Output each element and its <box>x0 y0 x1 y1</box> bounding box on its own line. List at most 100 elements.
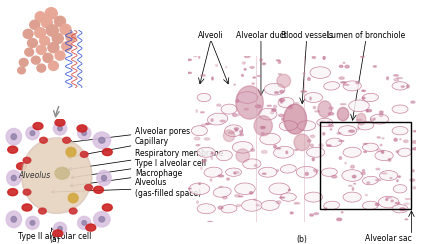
Ellipse shape <box>310 144 313 147</box>
Ellipse shape <box>398 148 412 156</box>
Ellipse shape <box>25 48 33 56</box>
Ellipse shape <box>363 93 378 102</box>
Ellipse shape <box>313 169 318 172</box>
Ellipse shape <box>19 58 28 66</box>
Ellipse shape <box>280 100 283 103</box>
Ellipse shape <box>351 165 354 168</box>
Ellipse shape <box>197 201 198 204</box>
Ellipse shape <box>58 126 62 131</box>
Ellipse shape <box>252 83 254 84</box>
Ellipse shape <box>22 204 32 211</box>
Ellipse shape <box>212 77 213 80</box>
Ellipse shape <box>352 187 354 190</box>
Ellipse shape <box>363 143 379 152</box>
Ellipse shape <box>393 185 407 193</box>
Ellipse shape <box>48 42 59 53</box>
Ellipse shape <box>240 131 242 133</box>
Ellipse shape <box>225 125 243 137</box>
Ellipse shape <box>337 107 349 121</box>
Ellipse shape <box>379 171 398 181</box>
Ellipse shape <box>358 122 374 130</box>
Ellipse shape <box>45 8 57 19</box>
Ellipse shape <box>304 92 322 102</box>
Ellipse shape <box>254 199 256 200</box>
Ellipse shape <box>362 97 365 99</box>
Ellipse shape <box>35 28 46 38</box>
Ellipse shape <box>228 132 234 134</box>
Ellipse shape <box>254 116 272 136</box>
Ellipse shape <box>394 138 397 141</box>
Ellipse shape <box>280 91 284 93</box>
Ellipse shape <box>341 82 346 83</box>
Ellipse shape <box>33 122 43 130</box>
Ellipse shape <box>55 119 65 126</box>
Ellipse shape <box>93 212 110 227</box>
Ellipse shape <box>63 137 71 143</box>
Ellipse shape <box>388 159 391 161</box>
Ellipse shape <box>315 111 320 112</box>
Ellipse shape <box>46 25 58 36</box>
Ellipse shape <box>329 107 333 110</box>
Ellipse shape <box>220 120 225 122</box>
Ellipse shape <box>284 104 307 134</box>
Ellipse shape <box>43 53 53 62</box>
Ellipse shape <box>227 178 230 180</box>
Ellipse shape <box>198 56 200 58</box>
Ellipse shape <box>68 193 78 203</box>
Ellipse shape <box>323 56 325 59</box>
Ellipse shape <box>255 105 261 108</box>
Ellipse shape <box>264 83 285 95</box>
Ellipse shape <box>38 208 46 214</box>
Ellipse shape <box>313 106 316 109</box>
Ellipse shape <box>242 200 262 211</box>
Ellipse shape <box>30 131 35 135</box>
Ellipse shape <box>296 166 317 178</box>
Ellipse shape <box>213 187 231 197</box>
Ellipse shape <box>243 159 261 169</box>
Ellipse shape <box>97 170 111 186</box>
Ellipse shape <box>341 212 343 213</box>
Ellipse shape <box>18 67 25 74</box>
Ellipse shape <box>332 175 337 178</box>
Ellipse shape <box>99 137 105 143</box>
Ellipse shape <box>382 138 384 139</box>
Ellipse shape <box>261 133 264 134</box>
Ellipse shape <box>307 147 325 157</box>
Text: Respiratory membrane: Respiratory membrane <box>69 149 223 171</box>
Ellipse shape <box>397 180 398 182</box>
Ellipse shape <box>55 167 69 179</box>
Ellipse shape <box>400 139 401 140</box>
Ellipse shape <box>202 160 205 163</box>
Ellipse shape <box>219 186 222 187</box>
Ellipse shape <box>211 157 213 160</box>
Text: Capillary: Capillary <box>68 138 169 159</box>
Ellipse shape <box>211 119 213 121</box>
Ellipse shape <box>290 212 293 214</box>
Ellipse shape <box>62 42 71 51</box>
Ellipse shape <box>312 57 316 58</box>
Ellipse shape <box>7 170 21 186</box>
Ellipse shape <box>201 75 206 76</box>
Ellipse shape <box>201 167 202 170</box>
Ellipse shape <box>102 149 112 156</box>
Ellipse shape <box>36 45 46 54</box>
Ellipse shape <box>280 165 296 173</box>
Ellipse shape <box>23 157 31 163</box>
Ellipse shape <box>244 108 248 110</box>
Ellipse shape <box>297 121 316 131</box>
Ellipse shape <box>404 203 409 204</box>
Ellipse shape <box>239 196 243 197</box>
Ellipse shape <box>352 175 356 178</box>
Text: Alveolar sac: Alveolar sac <box>365 234 412 243</box>
Ellipse shape <box>294 102 299 104</box>
Ellipse shape <box>218 175 223 177</box>
Ellipse shape <box>394 75 398 76</box>
Ellipse shape <box>339 157 342 159</box>
Ellipse shape <box>197 204 215 214</box>
Text: Alveolus
(gas-filled space): Alveolus (gas-filled space) <box>51 178 201 198</box>
Ellipse shape <box>343 192 361 202</box>
Ellipse shape <box>318 101 332 117</box>
Ellipse shape <box>234 173 236 174</box>
Ellipse shape <box>199 183 201 184</box>
Ellipse shape <box>327 145 331 146</box>
